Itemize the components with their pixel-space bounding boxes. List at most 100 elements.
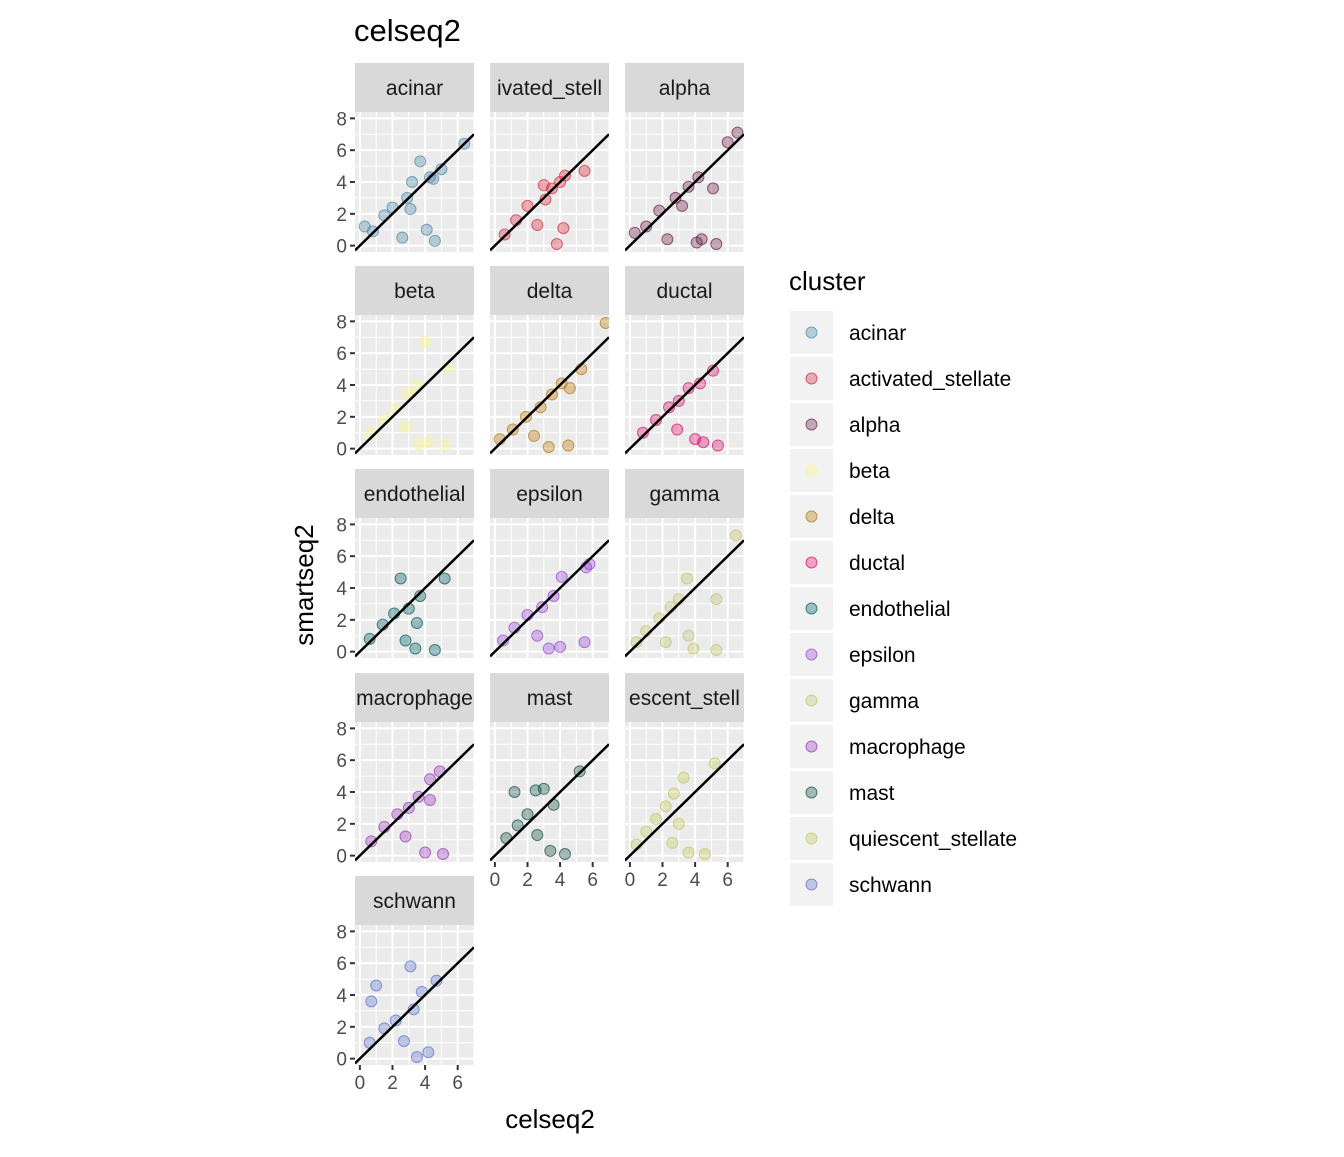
legend-swatch <box>805 510 818 523</box>
data-point <box>690 236 703 249</box>
legend-title: cluster <box>789 266 866 296</box>
data-point <box>687 642 700 655</box>
facet-strip-label-delta: delta <box>527 280 573 303</box>
data-point <box>419 846 432 859</box>
y-tick-label: 6 <box>336 751 347 772</box>
legend-swatch <box>805 556 818 569</box>
facet-strip-label-alpha: alpha <box>659 77 711 100</box>
facet-panel-ductal: ductal <box>625 266 745 455</box>
data-point <box>531 218 544 231</box>
legend-key <box>790 495 833 538</box>
x-tick-label: 2 <box>522 870 533 891</box>
facet-strip-label-endothelial: endothelial <box>364 483 466 506</box>
data-point <box>640 220 653 233</box>
reference-line <box>490 133 609 252</box>
data-point <box>542 441 555 454</box>
facet-strip-label-gamma: gamma <box>649 483 719 506</box>
data-point <box>578 636 591 649</box>
reference-line <box>355 946 474 1065</box>
legend-key <box>790 863 833 906</box>
data-point <box>528 429 541 442</box>
x-tick-label: 0 <box>490 870 501 891</box>
data-point <box>721 136 734 149</box>
y-tick-label: 4 <box>336 376 347 397</box>
legend-swatch <box>805 326 818 339</box>
facet-strip-activated-stellate <box>490 63 609 112</box>
facet-strip-acinar <box>355 63 474 112</box>
reference-line <box>490 539 609 658</box>
data-point <box>420 223 433 236</box>
facet-panel-acinar: acinar 0 2 4 6 8 <box>336 63 475 258</box>
data-point <box>711 439 724 452</box>
data-point <box>370 979 383 992</box>
data-point <box>428 234 441 247</box>
legend-label: quiescent_stellate <box>849 828 1017 851</box>
legend-item-alpha: alpha <box>790 403 901 446</box>
y-tick-label: 8 <box>336 922 347 943</box>
reference-line <box>625 133 744 252</box>
data-point <box>419 336 432 349</box>
facet-strip-quiescent-stellate <box>625 673 744 722</box>
y-tick-label: 2 <box>336 408 347 429</box>
facet-strip-label-schwann: schwann <box>373 890 456 913</box>
legend-key <box>790 679 833 722</box>
data-point <box>544 844 557 857</box>
reference-line <box>355 336 474 455</box>
legend-label: endothelial <box>849 598 951 621</box>
data-point <box>430 974 443 987</box>
data-point <box>669 191 682 204</box>
data-point <box>558 848 571 861</box>
facet-strip-label-epsilon: epsilon <box>516 483 583 506</box>
data-point <box>511 819 524 832</box>
y-tick-label: 2 <box>336 611 347 632</box>
data-point <box>399 420 412 433</box>
legend-key <box>790 725 833 768</box>
legend-item-epsilon: epsilon <box>790 633 916 676</box>
facet-strip-label-ductal: ductal <box>656 280 712 303</box>
data-point <box>365 995 378 1008</box>
y-tick-label: 8 <box>336 312 347 333</box>
data-point <box>554 640 567 653</box>
legend-swatch <box>805 786 818 799</box>
data-point <box>640 825 653 838</box>
legend-label: mast <box>849 782 895 805</box>
legend-key <box>790 357 833 400</box>
data-point <box>708 757 721 770</box>
x-tick-label: 0 <box>355 1073 366 1094</box>
facet-panel-quiescent-stellate: escent_stell 0 2 4 6 <box>625 673 745 891</box>
data-point <box>562 439 575 452</box>
y-tick-label: 4 <box>336 783 347 804</box>
data-point <box>407 1003 420 1016</box>
data-point <box>401 386 414 399</box>
facet-strip-beta <box>355 266 474 315</box>
x-tick-label: 2 <box>657 870 668 891</box>
legend-item-quiescent-stellate: quiescent_stellate <box>790 817 1017 860</box>
legend-key <box>790 771 833 814</box>
reference-line <box>355 743 474 862</box>
facet-strip-label-macrophage: macrophage <box>356 687 473 710</box>
data-point <box>680 572 693 585</box>
data-point <box>409 642 422 655</box>
facet-strip-ductal <box>625 266 744 315</box>
data-point <box>659 636 672 649</box>
x-tick-label: 6 <box>722 870 733 891</box>
data-point <box>707 182 720 195</box>
x-axis-title: celseq2 <box>505 1104 595 1134</box>
legend-label: schwann <box>849 874 932 897</box>
facet-strip-label-mast: mast <box>527 687 573 710</box>
data-point <box>399 634 412 647</box>
data-point <box>555 570 568 583</box>
data-point <box>422 1046 435 1059</box>
legend-swatch <box>805 878 818 891</box>
data-point <box>428 644 441 657</box>
points-endothelial <box>363 572 451 657</box>
legend-swatch <box>805 694 818 707</box>
data-point <box>672 817 685 830</box>
y-tick-label: 2 <box>336 205 347 226</box>
legend-swatch <box>805 372 818 385</box>
data-point <box>731 126 744 139</box>
data-point <box>661 233 674 246</box>
reference-line <box>625 336 744 455</box>
data-point <box>636 426 649 439</box>
